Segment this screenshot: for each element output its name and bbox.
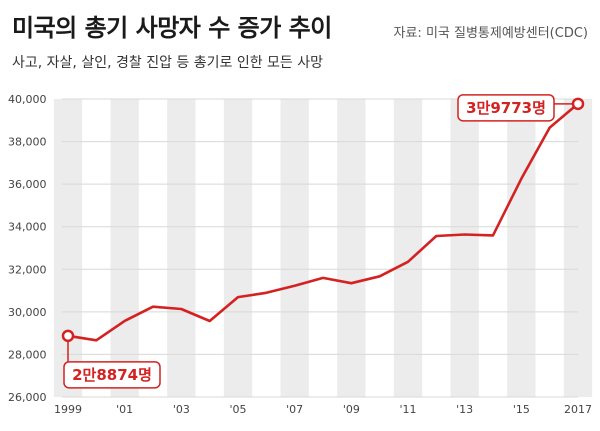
y-tick-label: 26,000 <box>8 391 47 404</box>
series-layer <box>67 102 579 342</box>
y-tick-label: 38,000 <box>8 136 47 149</box>
background-stripe <box>337 99 366 397</box>
background-stripes <box>53 99 593 397</box>
x-tick-label: '05 <box>229 403 246 416</box>
callout-label: 2만8874명 <box>72 366 152 384</box>
y-tick-label: 32,000 <box>8 263 47 276</box>
background-stripe <box>450 99 479 397</box>
x-axis-labels: 1999 '01 '03 '05 '07 '09 '11 '13 '15 2017 <box>54 403 592 416</box>
y-tick-label: 40,000 <box>8 93 47 106</box>
background-stripe <box>167 99 196 397</box>
callout-label: 3만9773명 <box>466 99 546 117</box>
chart-title: 미국의 총기 사망자 수 증가 추이 <box>12 14 332 42</box>
x-tick-label: '15 <box>513 403 530 416</box>
callout-box <box>457 94 555 122</box>
source-note: 자료: 미국 질병통제예방센터(CDC) <box>393 26 588 41</box>
y-tick-label: 28,000 <box>8 348 47 361</box>
gridlines <box>62 98 578 398</box>
y-tick-label: 30,000 <box>8 306 47 319</box>
background-stripe <box>223 99 253 397</box>
background-stripe <box>110 99 139 397</box>
x-tick-label: '09 <box>343 403 360 416</box>
callout-marker <box>61 329 75 343</box>
series-line <box>67 102 579 342</box>
background-stripe <box>507 99 536 397</box>
x-tick-label: '01 <box>116 403 133 416</box>
x-tick-label: '03 <box>173 403 190 416</box>
x-tick-label: '07 <box>286 403 303 416</box>
y-tick-label: 36,000 <box>8 178 47 191</box>
x-tick-label: '13 <box>456 403 473 416</box>
callout-marker <box>571 97 585 111</box>
y-tick-label: 34,000 <box>8 221 47 234</box>
y-axis-labels: 26,000 28,000 30,000 32,000 34,000 36,000 38,0… <box>8 93 47 404</box>
background-stripe <box>280 99 309 397</box>
callout-box <box>63 361 161 389</box>
x-tick-label: '11 <box>399 403 416 416</box>
x-tick-label: 2017 <box>564 403 592 416</box>
background-stripe <box>393 99 423 397</box>
callouts-layer: 2만8874명 3만9773명 <box>61 94 585 389</box>
chart-subtitle: 사고, 자살, 살인, 경찰 진압 등 총기로 인한 모든 사망 <box>12 55 324 71</box>
background-stripe <box>563 99 593 397</box>
x-tick-label: 1999 <box>54 403 82 416</box>
